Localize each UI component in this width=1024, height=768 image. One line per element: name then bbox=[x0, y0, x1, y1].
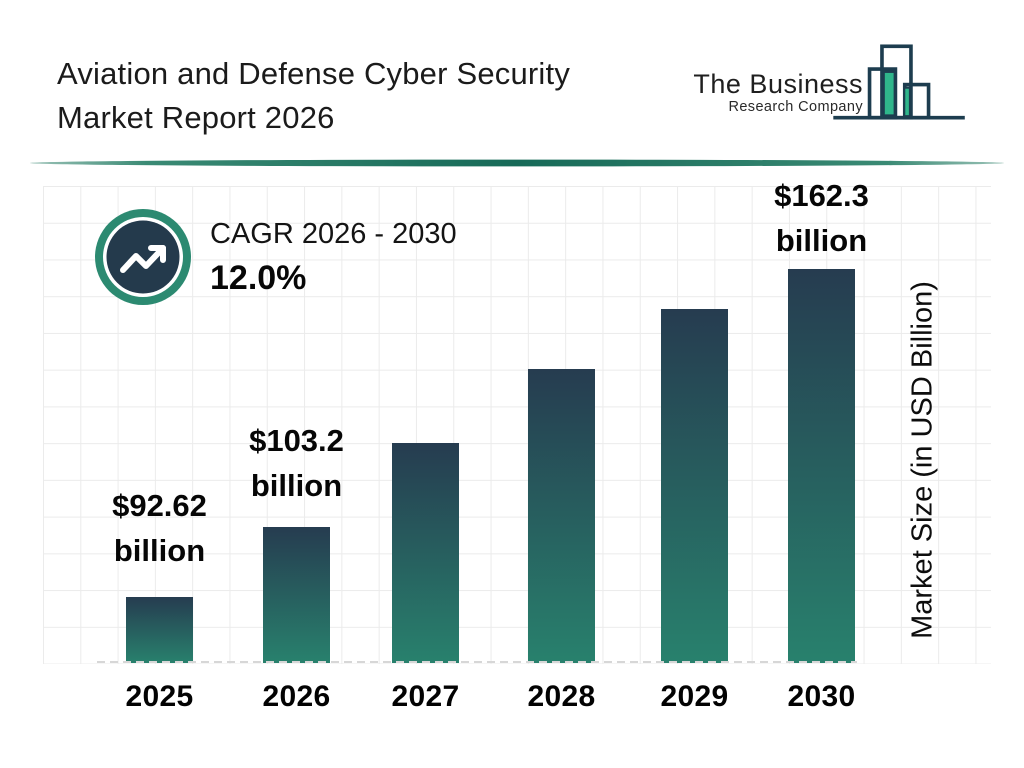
value-unit: billion bbox=[250, 468, 343, 503]
page-title: Aviation and Defense Cyber Security Mark… bbox=[57, 52, 570, 140]
value-label-2025: $92.62 billion bbox=[112, 483, 207, 573]
x-tick-label-2030: 2030 bbox=[787, 680, 856, 713]
bar-2025 bbox=[126, 597, 193, 663]
value-unit: billion bbox=[775, 223, 868, 258]
company-logo-text: The Business Research Company bbox=[693, 69, 863, 115]
cagr-value: 12.0% bbox=[210, 259, 307, 297]
value-unit: billion bbox=[113, 533, 206, 568]
chart-baseline-dashed bbox=[97, 661, 857, 663]
x-tick-label-2029: 2029 bbox=[660, 680, 729, 713]
company-logo-subtitle: Research Company bbox=[728, 99, 863, 115]
divider-line bbox=[30, 159, 1004, 167]
y-axis-label: Market Size (in USD Billion) bbox=[906, 281, 939, 639]
cagr-trend-up-icon bbox=[95, 209, 191, 305]
bar-2029 bbox=[661, 309, 728, 663]
value-amount: $92.62 bbox=[112, 488, 207, 523]
value-label-2030: $162.3 billion bbox=[774, 173, 869, 263]
bar-2028 bbox=[528, 369, 595, 663]
company-logo-name: The Business bbox=[693, 69, 863, 99]
x-tick-label-2027: 2027 bbox=[391, 680, 460, 713]
value-label-2026: $103.2 billion bbox=[249, 418, 344, 508]
company-logo: The Business Research Company bbox=[693, 33, 1000, 133]
company-logo-skyline-icon bbox=[833, 44, 965, 120]
page-title-line1: Aviation and Defense Cyber Security bbox=[57, 56, 571, 91]
x-tick-label-2026: 2026 bbox=[262, 680, 331, 713]
bar-2027 bbox=[392, 443, 459, 663]
bar-2026 bbox=[263, 527, 330, 663]
cagr-period-label: CAGR 2026 - 2030 bbox=[210, 218, 457, 250]
x-tick-label-2025: 2025 bbox=[125, 680, 194, 713]
value-amount: $162.3 bbox=[774, 178, 869, 213]
x-tick-label-2028: 2028 bbox=[527, 680, 596, 713]
value-amount: $103.2 bbox=[249, 423, 344, 458]
page-title-line2: Market Report 2026 bbox=[57, 100, 335, 135]
bar-2030 bbox=[788, 269, 855, 663]
